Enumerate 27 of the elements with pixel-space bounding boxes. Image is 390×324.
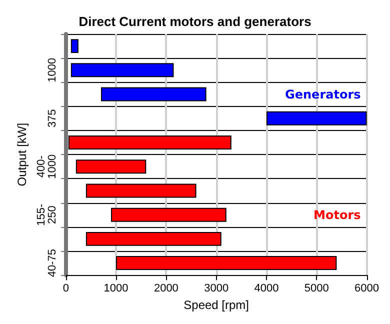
bar [266,111,367,126]
bar [68,136,232,150]
x-tick-label: 3000 [204,282,229,295]
x-tick-label: 5000 [304,282,329,295]
series-label: Generators [285,87,361,102]
bar [86,184,196,198]
y-tick-label: 375 [46,109,58,128]
bar [86,232,222,246]
bar [70,39,78,54]
y-tick-label: 1000 [46,58,58,82]
x-tick-label: 4000 [254,282,279,295]
bar [70,63,174,78]
x-tick-label: 1000 [104,282,128,295]
bar [116,256,337,270]
y-tick-label: 40-75 [46,248,58,278]
y-axis-title: Output [kW] [15,122,29,186]
y-tick-label: 155-250 [35,203,58,226]
y-tick-label: 400-1000 [35,154,58,179]
bar [101,87,206,102]
x-tick-label: 6000 [354,282,380,295]
chart-title: Direct Current motors and generators [78,14,312,29]
x-tick-label: 0 [62,282,69,295]
text: Motors [314,208,361,222]
x-axis-title: Speed [rpm] [184,298,250,312]
bar [76,160,146,174]
x-tick-label: 2000 [154,282,178,295]
bar [111,208,226,222]
